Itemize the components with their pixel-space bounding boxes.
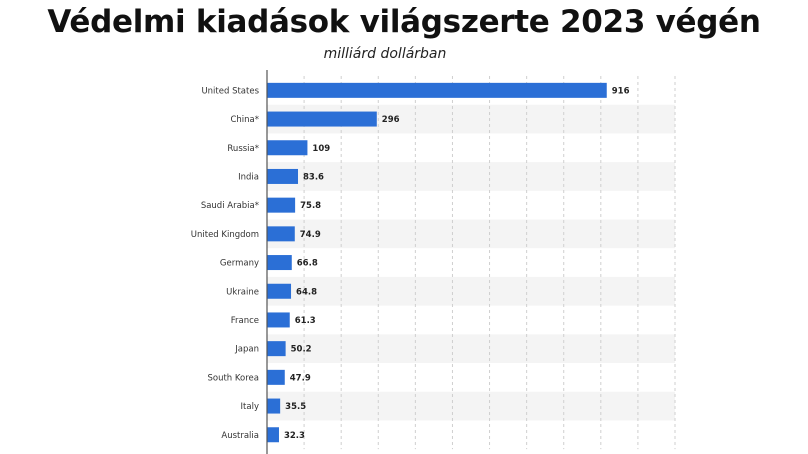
chart-title: Védelmi kiadások világszerte 2023 végén: [47, 4, 761, 40]
row-band: [267, 334, 675, 363]
category-label: Australia: [221, 431, 259, 441]
bar: [267, 427, 279, 443]
row-band: [267, 391, 675, 421]
data-label: 61.3: [295, 316, 316, 326]
data-label: 47.9: [290, 373, 311, 383]
data-label: 66.8: [297, 259, 318, 269]
bar: [267, 111, 377, 127]
category-label: India: [238, 172, 259, 182]
bar: [267, 312, 290, 328]
data-label: 916: [612, 86, 630, 96]
data-label: 35.5: [285, 402, 306, 412]
data-label: 83.6: [303, 172, 324, 182]
category-label: Saudi Arabia*: [201, 201, 259, 211]
data-label: 109: [312, 144, 330, 154]
category-label: Russia*: [227, 144, 259, 154]
category-label: South Korea: [207, 373, 259, 383]
category-label: Germany: [220, 259, 259, 269]
data-label: 64.8: [296, 287, 317, 297]
bar: [267, 369, 285, 385]
bar: [267, 140, 308, 156]
row-band: [267, 219, 675, 249]
bar: [267, 398, 281, 414]
data-label: 74.9: [300, 230, 321, 240]
bar: [267, 168, 299, 184]
category-label: United States: [201, 86, 259, 96]
bar: [267, 82, 607, 98]
chart-subtitle: milliárd dollárban: [323, 46, 447, 62]
row-band: [267, 162, 675, 191]
row-band: [267, 276, 675, 306]
bar: [267, 255, 292, 271]
category-label: China*: [230, 115, 259, 125]
data-label: 296: [382, 115, 400, 125]
data-label: 50.2: [291, 345, 312, 355]
category-label: Ukraine: [226, 287, 259, 297]
data-label: 75.8: [300, 201, 321, 211]
category-label: Japan: [234, 345, 259, 355]
bar: [267, 341, 286, 357]
category-label: United Kingdom: [191, 230, 259, 240]
data-label: 32.3: [284, 431, 305, 441]
category-label: France: [231, 316, 259, 326]
bar: [267, 226, 295, 242]
bar: [267, 283, 292, 299]
bar: [267, 197, 296, 213]
category-label: Italy: [241, 402, 259, 412]
